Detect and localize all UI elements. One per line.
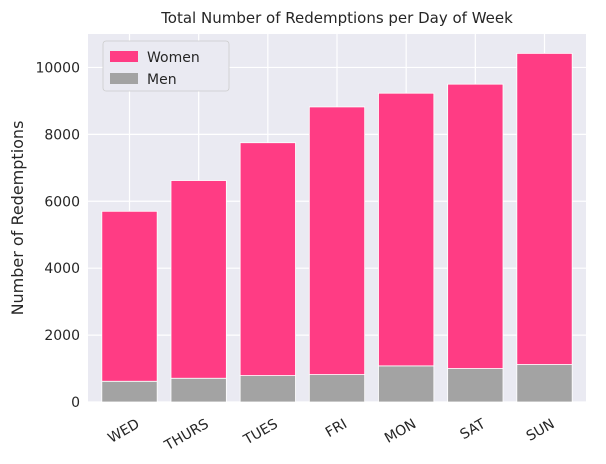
bar-men-fri — [308, 374, 366, 403]
x-tick-label: SAT — [458, 416, 489, 443]
y-tick-label: 0 — [71, 395, 80, 411]
bar-men-mon — [378, 365, 435, 403]
bar-men-tues — [239, 375, 296, 403]
legend-swatch-women — [110, 51, 138, 62]
legend-swatch-men — [110, 73, 138, 84]
x-tick-label: THURS — [161, 416, 211, 454]
x-tick-labels: WED THURS TUES FRI MON SAT SUN — [105, 416, 557, 455]
bar-women-mon — [378, 92, 435, 367]
bar-women-thurs — [170, 180, 227, 379]
bar-women-sun — [516, 53, 573, 365]
x-tick-label: MON — [382, 416, 419, 447]
x-tick-label: WED — [105, 416, 142, 447]
y-axis-label: Number of Redemptions — [8, 121, 27, 316]
legend-label-men: Men — [147, 72, 177, 88]
legend-label-women: Women — [147, 50, 200, 66]
y-tick-label: 6000 — [44, 194, 80, 210]
bars-group — [101, 53, 573, 403]
bar-women-tues — [239, 142, 296, 376]
y-tick-label: 10000 — [35, 60, 80, 76]
y-tick-label: 2000 — [44, 328, 80, 344]
y-tick-label: 4000 — [44, 261, 80, 277]
y-tick-label: 8000 — [44, 127, 80, 143]
bar-women-wed — [101, 210, 158, 382]
bar-men-thurs — [170, 377, 227, 403]
bar-men-sun — [516, 364, 573, 403]
bar-women-fri — [308, 106, 366, 375]
x-tick-label: FRI — [323, 416, 350, 441]
y-tick-labels: 0 2000 4000 6000 8000 10000 — [35, 60, 80, 411]
x-tick-label: TUES — [240, 416, 281, 449]
chart-title: Total Number of Redemptions per Day of W… — [160, 9, 513, 27]
bar-men-sat — [447, 368, 504, 403]
bar-men-wed — [101, 380, 158, 403]
bar-women-sat — [447, 83, 504, 369]
x-tick-label: SUN — [524, 416, 558, 445]
legend: Women Men — [102, 40, 230, 92]
